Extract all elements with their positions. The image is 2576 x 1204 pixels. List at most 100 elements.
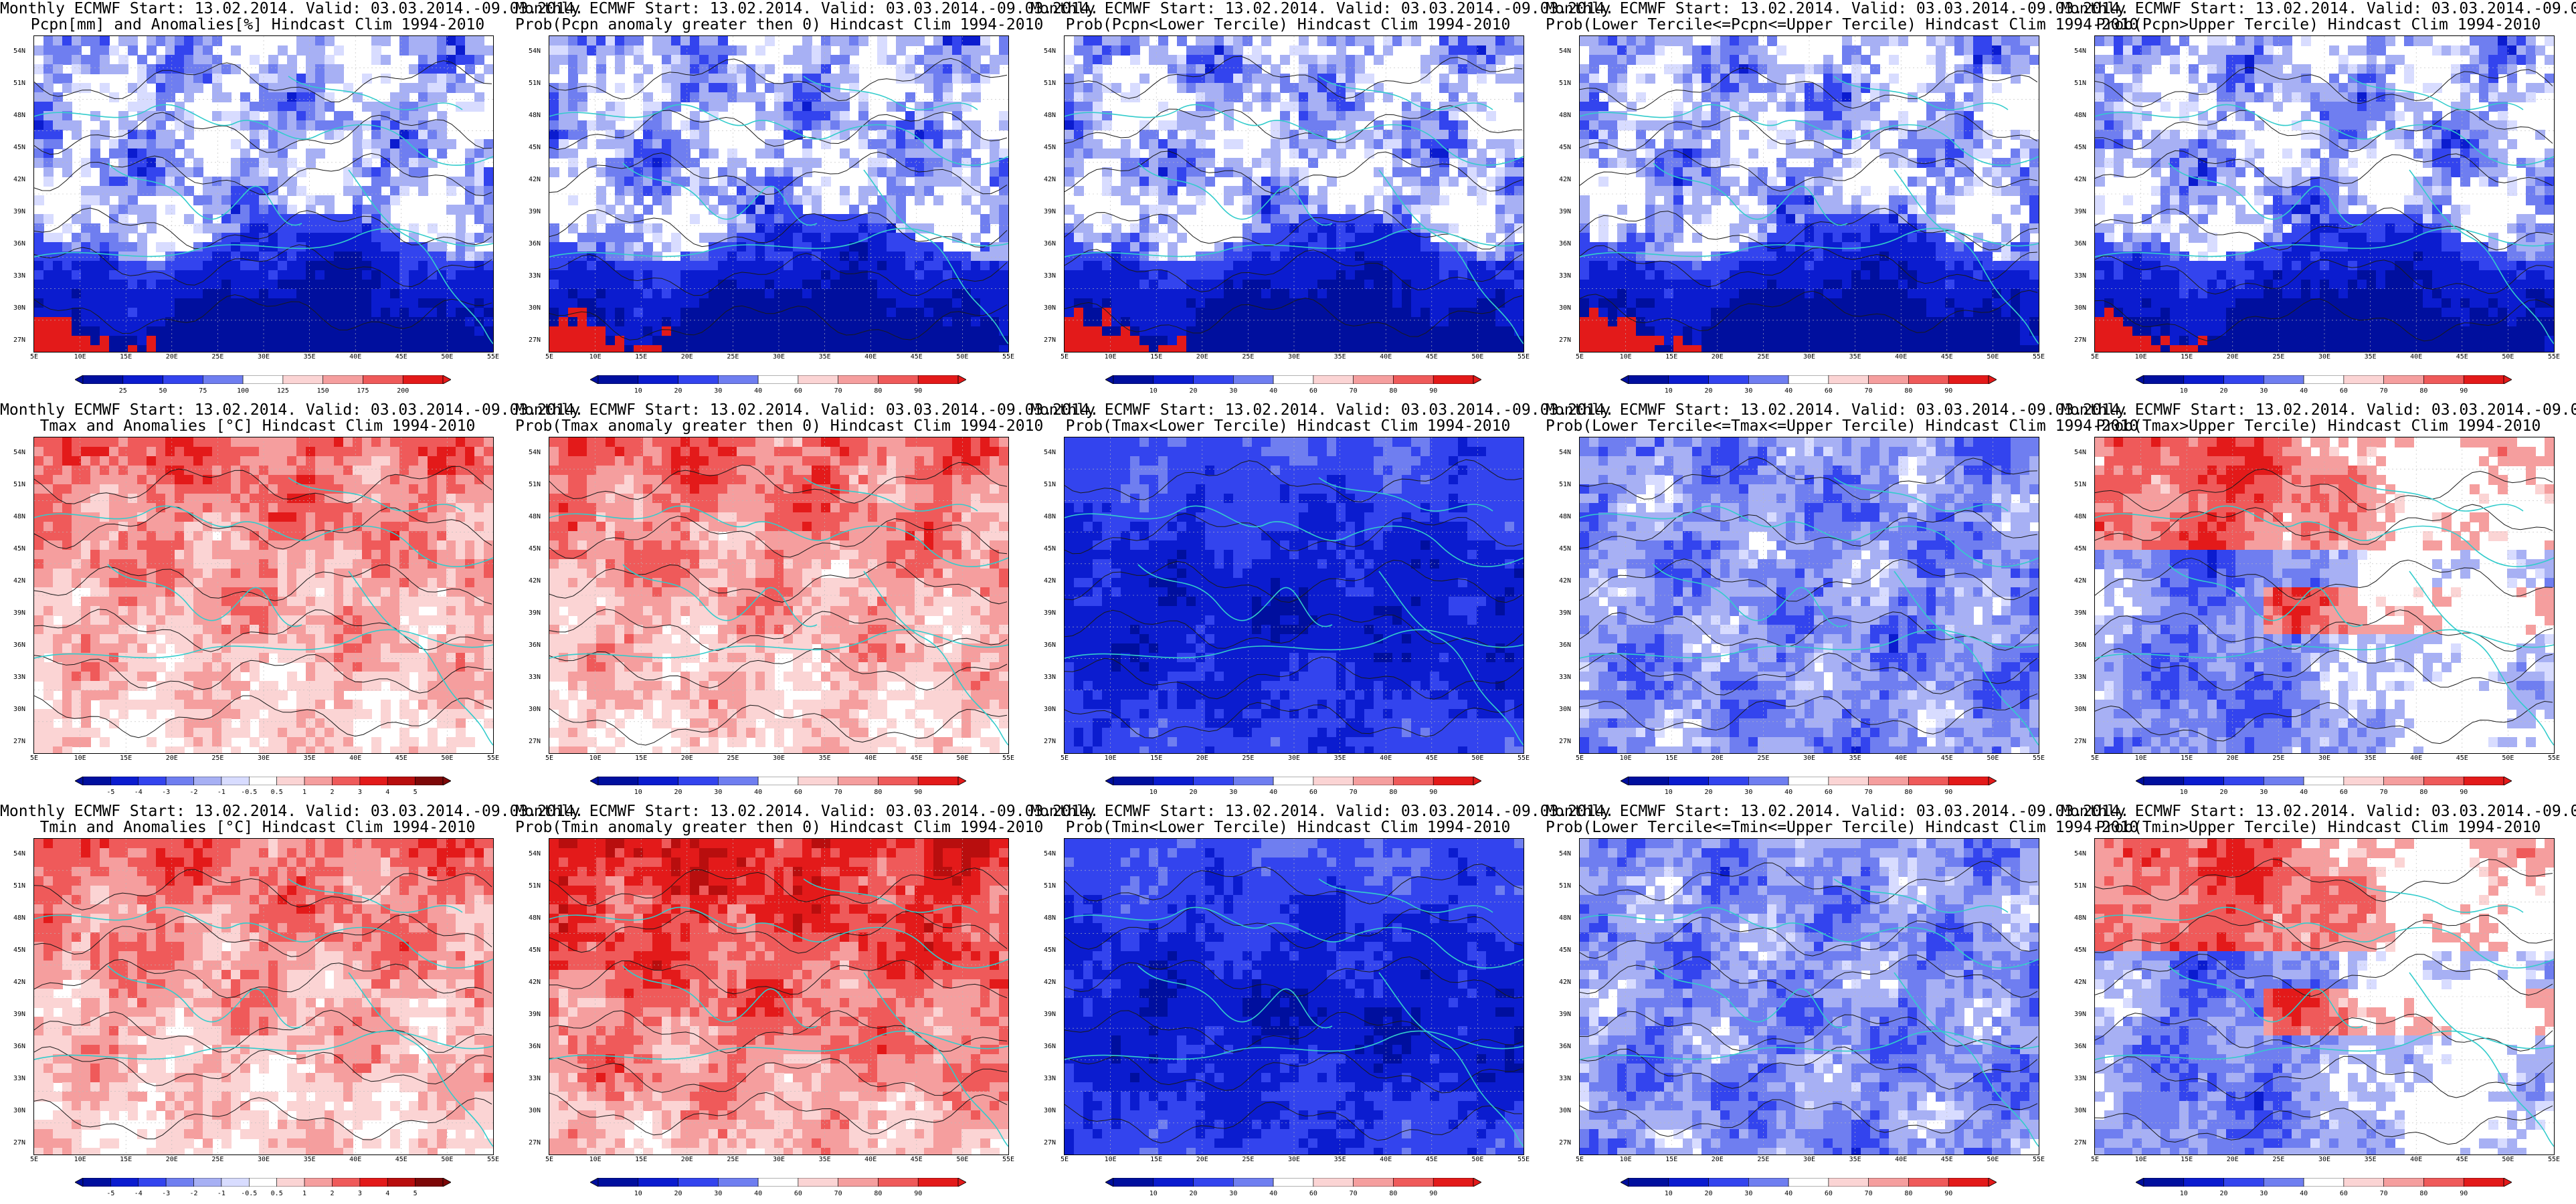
field-cell bbox=[1271, 345, 1281, 352]
field-cell bbox=[428, 83, 438, 93]
field-cell bbox=[606, 102, 616, 112]
field-cell bbox=[1748, 177, 1758, 187]
field-cell bbox=[1121, 345, 1131, 352]
field-cell bbox=[943, 280, 953, 290]
field-cell bbox=[315, 223, 325, 233]
field-cell bbox=[1130, 317, 1140, 327]
field-cell bbox=[1065, 326, 1075, 336]
field-cell bbox=[2020, 139, 2030, 149]
field-cell bbox=[830, 214, 840, 224]
field-cell bbox=[184, 308, 194, 318]
field-cell bbox=[362, 139, 372, 149]
field-cell bbox=[577, 261, 587, 271]
field-cell bbox=[1861, 233, 1871, 243]
field-cell bbox=[456, 102, 466, 112]
field-cell bbox=[1214, 345, 1224, 352]
field-cell bbox=[456, 45, 466, 56]
field-cell bbox=[1505, 280, 1515, 290]
field-cell bbox=[1833, 214, 1843, 224]
field-cell bbox=[428, 242, 438, 252]
field-cell bbox=[765, 308, 775, 318]
field-cell bbox=[43, 336, 54, 346]
field-cell bbox=[1945, 148, 1955, 159]
field-cell bbox=[1130, 55, 1140, 65]
field-cell bbox=[1495, 177, 1505, 187]
field-cell bbox=[1851, 270, 1861, 280]
field-cell bbox=[1411, 36, 1421, 46]
field-cell bbox=[268, 139, 278, 149]
field-cell bbox=[465, 308, 475, 318]
field-cell bbox=[1093, 45, 1103, 56]
field-cell bbox=[399, 92, 409, 102]
field-cell bbox=[1411, 289, 1421, 299]
field-cell bbox=[990, 252, 1000, 262]
latitude-label: 45N bbox=[529, 144, 541, 151]
field-cell bbox=[1327, 326, 1337, 336]
field-cell bbox=[268, 214, 278, 224]
field-cell bbox=[980, 186, 990, 196]
field-cell bbox=[1814, 233, 1824, 243]
field-cell bbox=[118, 289, 128, 299]
field-cell bbox=[568, 158, 578, 168]
field-cell bbox=[62, 223, 72, 233]
field-cell bbox=[774, 92, 784, 102]
field-cell bbox=[53, 139, 63, 149]
field-cell bbox=[1364, 223, 1374, 233]
field-cell bbox=[1598, 111, 1608, 121]
field-cell bbox=[1833, 270, 1843, 280]
field-cell bbox=[362, 345, 372, 352]
field-cell bbox=[1139, 308, 1149, 318]
field-cell bbox=[334, 64, 344, 74]
field-cell bbox=[306, 252, 316, 262]
field-cell bbox=[587, 223, 597, 233]
field-cell bbox=[1364, 317, 1374, 327]
field-cell bbox=[72, 317, 82, 327]
field-cell bbox=[905, 270, 915, 280]
field-cell bbox=[1205, 326, 1215, 336]
field-cell bbox=[1898, 280, 1908, 290]
field-cell bbox=[1392, 36, 1402, 46]
field-cell bbox=[652, 223, 662, 233]
field-cell bbox=[399, 148, 409, 159]
field-cell bbox=[559, 102, 569, 112]
field-cell bbox=[456, 317, 466, 327]
field-cell bbox=[755, 92, 765, 102]
field-cell bbox=[484, 148, 493, 159]
field-cell bbox=[643, 158, 653, 168]
map-field bbox=[549, 36, 1008, 352]
field-cell bbox=[437, 120, 447, 130]
field-cell bbox=[474, 205, 484, 215]
field-cell bbox=[1449, 298, 1459, 308]
field-cell bbox=[924, 167, 934, 177]
field-cell bbox=[1495, 186, 1505, 196]
colorbar-tick-label: 20 bbox=[1190, 387, 1198, 395]
field-cell bbox=[577, 102, 587, 112]
field-cell bbox=[1795, 205, 1805, 215]
field-cell bbox=[933, 326, 943, 336]
field-cell bbox=[1917, 83, 1927, 93]
field-cell bbox=[1168, 298, 1178, 308]
field-cell bbox=[1374, 233, 1384, 243]
field-cell bbox=[1748, 289, 1758, 299]
field-cell bbox=[727, 214, 737, 224]
field-cell bbox=[1308, 298, 1318, 308]
field-cell bbox=[193, 270, 203, 280]
field-cell bbox=[1289, 308, 1299, 318]
field-cell bbox=[1786, 205, 1796, 215]
field-cell bbox=[1374, 186, 1384, 196]
field-cell bbox=[1158, 214, 1168, 224]
field-cell bbox=[690, 139, 700, 149]
field-cell bbox=[100, 120, 110, 130]
field-cell bbox=[325, 242, 335, 252]
field-cell bbox=[718, 289, 728, 299]
field-cell bbox=[980, 36, 990, 46]
field-cell bbox=[587, 252, 597, 262]
field-cell bbox=[428, 74, 438, 84]
field-cell bbox=[1514, 261, 1524, 271]
field-cell bbox=[1636, 233, 1646, 243]
field-cell bbox=[1898, 111, 1908, 121]
field-cell bbox=[1758, 55, 1768, 65]
field-cell bbox=[549, 270, 559, 280]
field-cell bbox=[1383, 280, 1393, 290]
field-cell bbox=[1252, 158, 1262, 168]
